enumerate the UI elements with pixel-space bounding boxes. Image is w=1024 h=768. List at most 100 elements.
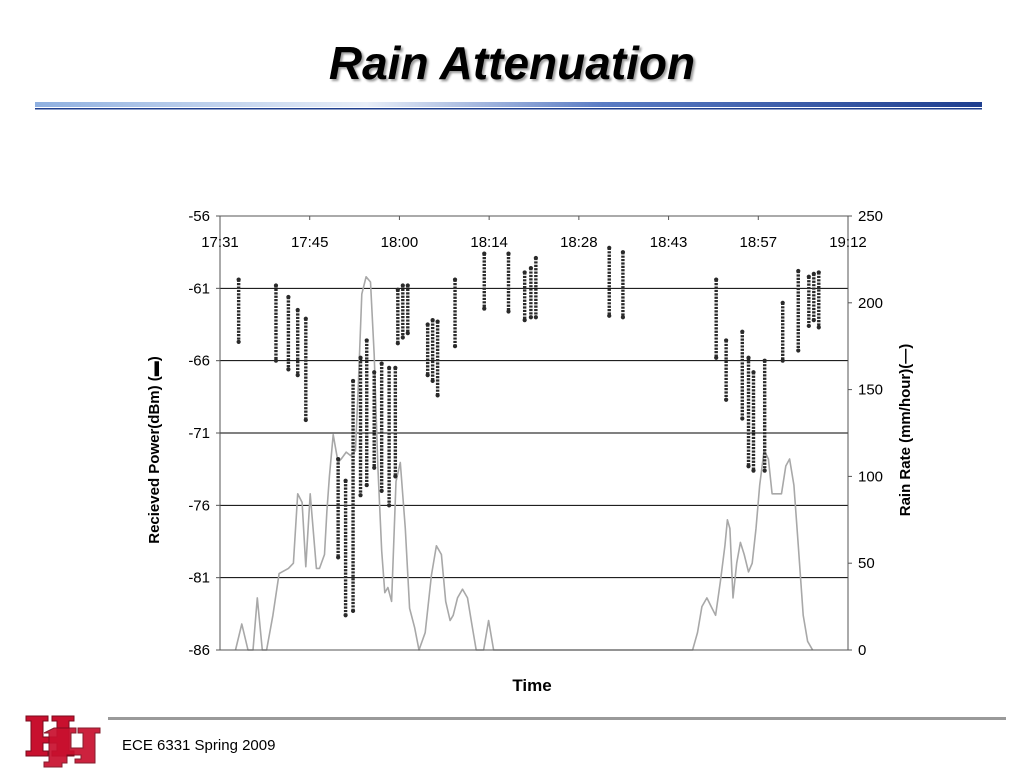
power-point [482,251,487,256]
power-point [607,245,612,250]
time-tick-label: 18:43 [650,234,688,251]
power-point [724,397,729,402]
power-point [746,464,751,469]
power-point [811,318,816,323]
power-point [816,270,821,275]
power-point [273,358,279,363]
time-tick-label: 18:28 [560,234,598,251]
right-tick-label: 200 [858,295,883,312]
right-tick-label: 0 [858,642,866,659]
time-tick-label: 18:14 [470,234,508,251]
slide-title: Rain Attenuation [328,37,696,89]
power-point [405,283,410,288]
right-axis-ticks: 250 200 150 100 50 0 [848,208,883,659]
power-point [746,355,751,360]
power-point [811,271,816,276]
y-axis-label: Recieved Power(dBm) (▬) [146,356,163,544]
left-tick-label: -76 [188,497,210,514]
power-point [780,358,785,363]
footer-course-label: ECE 6331 Spring 2009 [122,737,276,754]
power-point [400,335,405,340]
power-point [522,270,527,275]
time-tick-label: 18:57 [740,234,778,251]
power-point [724,338,729,343]
left-tick-label: -61 [188,280,210,297]
right-tick-label: 100 [858,468,883,485]
power-point [816,325,821,330]
power-point [528,315,533,320]
power-point [522,318,527,323]
power-point [286,367,291,372]
left-axis-ticks: -56 -61 -66 -71 -76 -81 -86 [188,208,220,659]
power-point [425,373,430,378]
power-point [506,251,511,256]
right-tick-label: 150 [858,382,883,399]
time-tick-label: 17:31 [201,234,239,251]
power-point [395,287,400,292]
power-point [372,465,377,470]
power-point [236,277,241,282]
power-point [303,417,308,423]
power-point [806,323,811,329]
power-point [751,468,756,473]
power-point [336,456,341,462]
power-point [620,315,626,320]
power-point [387,503,392,508]
rain-rate-line [234,276,814,651]
power-point [295,307,300,313]
power-point [379,361,384,366]
power-point [528,265,533,271]
power-point [336,555,341,560]
power-point [482,306,487,311]
received-power-series [236,245,821,618]
uh-logo [25,715,101,768]
power-point [358,493,363,498]
power-point [364,338,369,343]
power-point [393,474,398,479]
left-tick-label: -56 [188,208,210,225]
power-point [286,294,291,300]
power-point [607,313,612,318]
power-point [343,478,348,483]
power-point [714,277,719,282]
rain-rate-series [234,276,814,651]
power-point [430,318,435,323]
power-point [740,329,745,334]
time-tick-label: 19:12 [829,234,867,251]
power-point [533,315,538,320]
power-point [273,283,279,288]
power-point [350,378,356,384]
power-point [435,393,440,398]
power-point [393,365,398,370]
left-tick-label: -81 [188,570,210,587]
power-point [364,482,369,488]
power-point [430,378,435,384]
power-point [425,322,430,327]
x-axis-label: Time [512,676,551,695]
power-point [387,365,392,370]
power-point [372,370,377,375]
power-point [762,468,767,473]
power-point [780,300,785,305]
power-point [796,268,801,274]
time-tick-label: 17:45 [291,234,329,251]
footer-rule [108,717,1006,720]
time-axis-ticks: 17:31 17:45 18:00 18:14 18:28 18:43 18:57 19:12 [201,216,867,251]
left-tick-label: -86 [188,642,210,659]
left-tick-label: -66 [188,353,210,370]
power-point [740,416,745,421]
right-tick-label: 250 [858,208,883,225]
power-point [452,277,458,282]
power-point [350,608,356,614]
power-point [395,341,400,346]
power-point [751,370,756,375]
title-underline [35,102,982,110]
power-point [379,488,384,493]
power-point [435,319,440,324]
power-point [796,348,801,353]
y2-axis-label: Rain Rate (mm/hour)(—) [897,344,914,517]
power-point [405,331,410,336]
power-point [343,613,348,618]
power-point [236,339,241,344]
power-point [452,344,458,349]
